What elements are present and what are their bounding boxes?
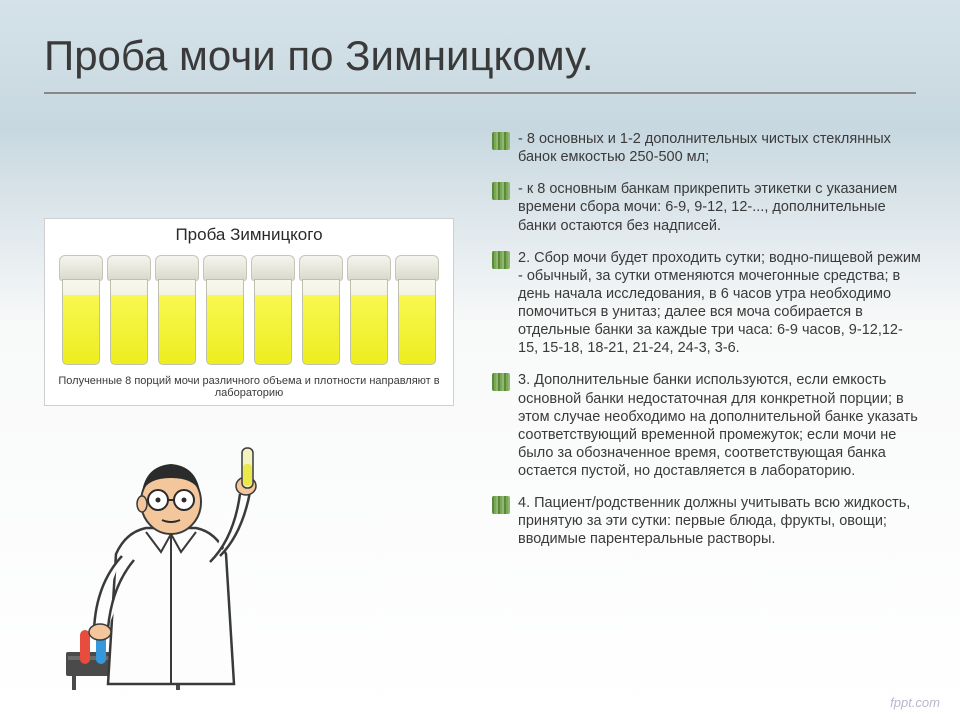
diagram-title: Проба Зимницкого (45, 225, 453, 245)
list-item: - 8 основных и 1-2 дополнительных чистых… (492, 130, 922, 166)
watermark: fppt.com (890, 695, 940, 710)
urine-cup (299, 255, 343, 367)
zimnitsky-diagram: Проба Зимницкого Полученные 8 порций моч… (44, 218, 454, 406)
cup-lid (299, 255, 343, 281)
cup-lid (155, 255, 199, 281)
instruction-list: - 8 основных и 1-2 дополнительных чистых… (492, 130, 922, 563)
urine-cup (251, 255, 295, 367)
scientist-illustration (46, 434, 306, 694)
diagram-caption: Полученные 8 порций мочи различного объе… (45, 375, 453, 399)
cup-lid (251, 255, 295, 281)
list-item: 3. Дополнительные банки используются, ес… (492, 371, 922, 480)
urine-cup (107, 255, 151, 367)
bullet-icon (492, 132, 510, 150)
bullet-icon (492, 182, 510, 200)
cup-lid (395, 255, 439, 281)
list-text: 3. Дополнительные банки используются, ес… (518, 371, 922, 480)
list-text: - 8 основных и 1-2 дополнительных чистых… (518, 130, 922, 166)
bullet-icon (492, 496, 510, 514)
cup-lid (107, 255, 151, 281)
cup-lid (203, 255, 247, 281)
list-item: 4. Пациент/родственник должны учитывать … (492, 494, 922, 548)
cup-body (398, 279, 436, 365)
list-item: - к 8 основным банкам прикрепить этикетк… (492, 180, 922, 234)
urine-cup (395, 255, 439, 367)
cup-body (254, 279, 292, 365)
list-text: - к 8 основным банкам прикрепить этикетк… (518, 180, 922, 234)
cup-lid (59, 255, 103, 281)
cup-body (206, 279, 244, 365)
urine-cup (203, 255, 247, 367)
list-item: 2. Сбор мочи будет проходить сутки; водн… (492, 249, 922, 358)
urine-cup (347, 255, 391, 367)
cup-body (62, 279, 100, 365)
bullet-icon (492, 373, 510, 391)
urine-cup (155, 255, 199, 367)
cup-body (110, 279, 148, 365)
bullet-icon (492, 251, 510, 269)
cups-row (45, 255, 453, 367)
title-underline (44, 92, 916, 94)
cup-body (158, 279, 196, 365)
cup-lid (347, 255, 391, 281)
page-title: Проба мочи по Зимницкому. (44, 32, 594, 80)
cup-body (350, 279, 388, 365)
cup-body (302, 279, 340, 365)
list-text: 4. Пациент/родственник должны учитывать … (518, 494, 922, 548)
urine-cup (59, 255, 103, 367)
list-text: 2. Сбор мочи будет проходить сутки; водн… (518, 249, 922, 358)
